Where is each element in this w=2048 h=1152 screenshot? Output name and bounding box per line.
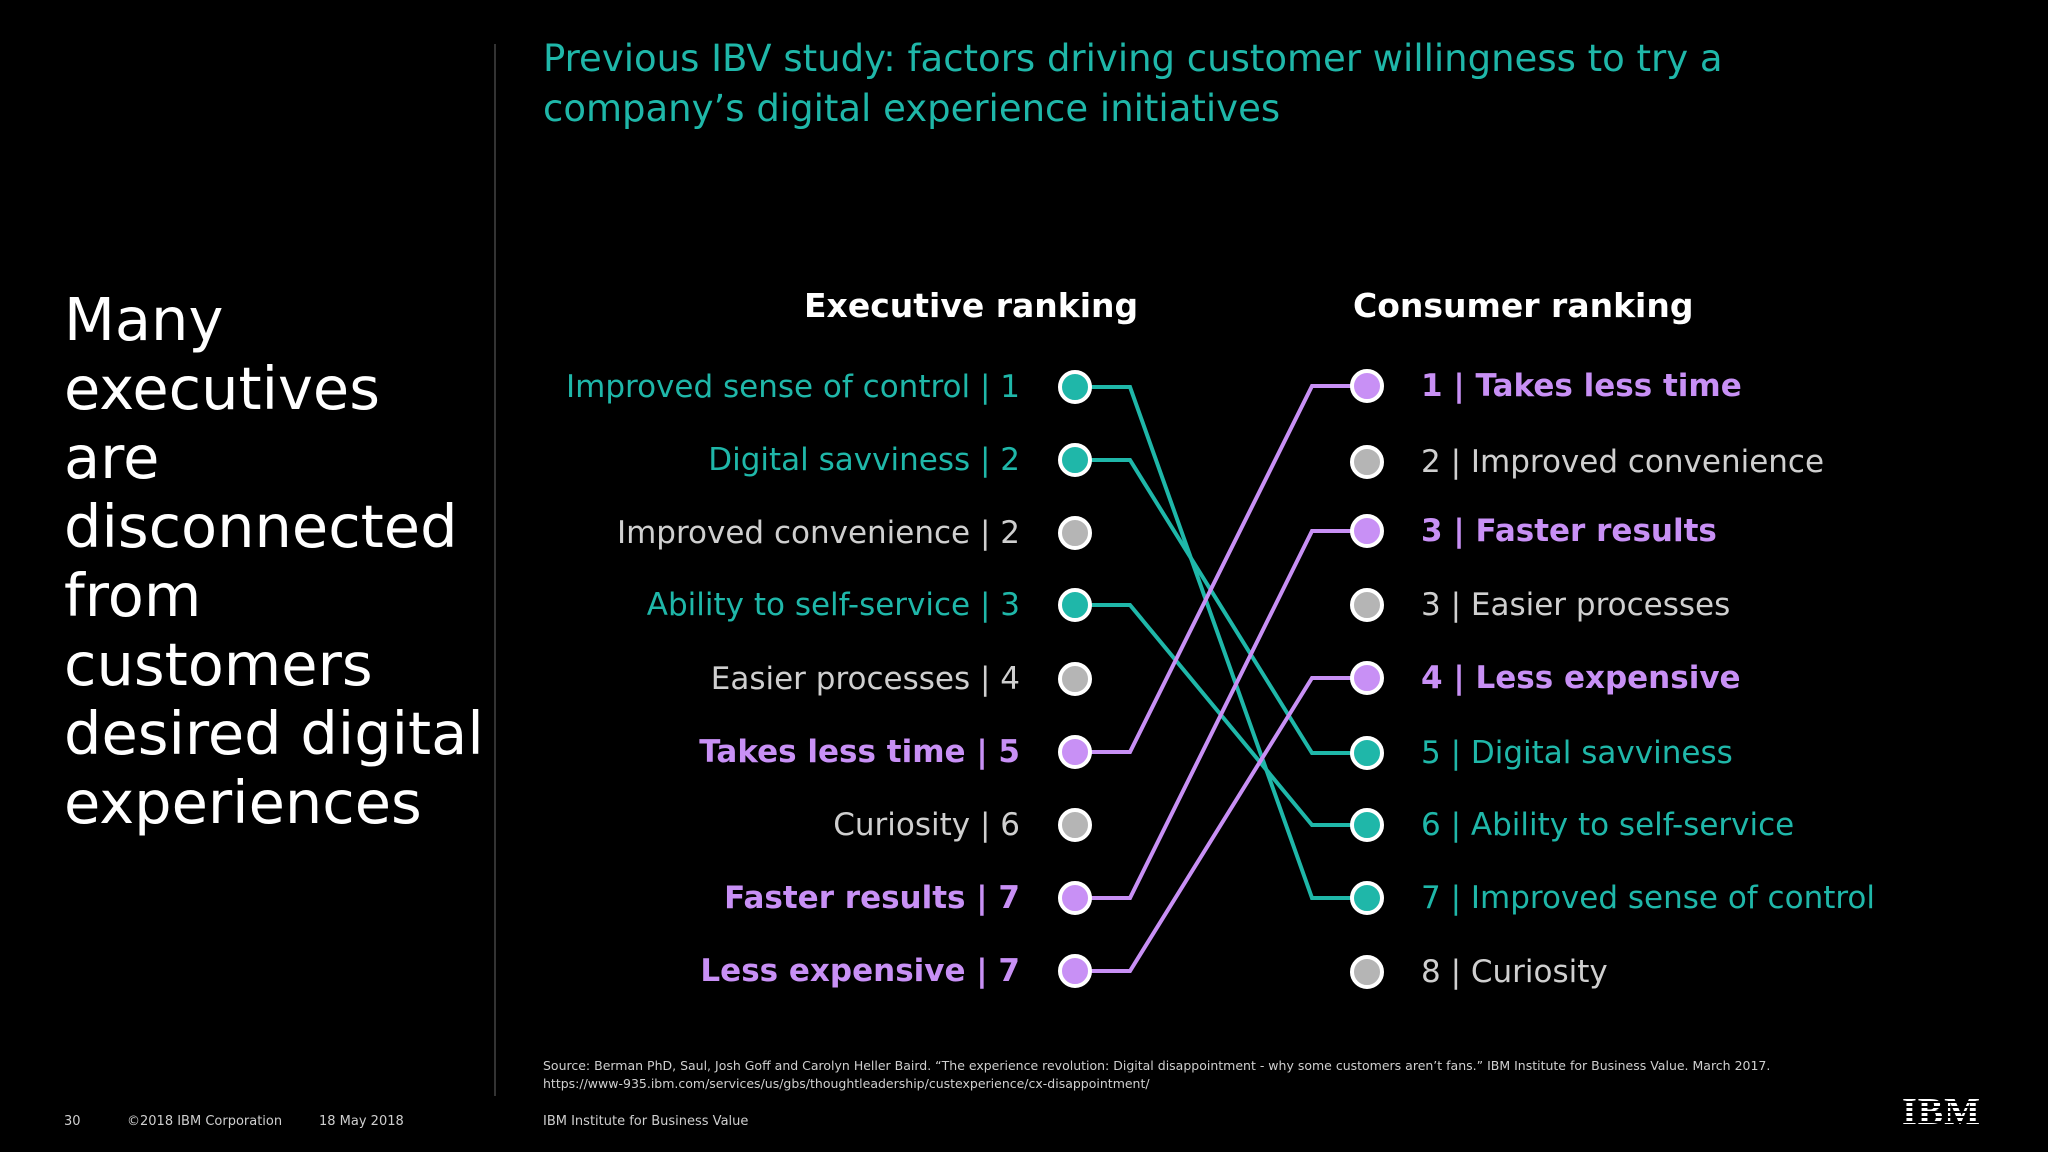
consumer-rank-dot [1350,588,1384,622]
executive-rank-dot [1058,370,1092,404]
date: 18 May 2018 [319,1114,404,1129]
consumer-rank-label: 6 | Ability to self-service [1421,807,1795,843]
consumer-rank-label: 3 | Faster results [1421,513,1717,549]
ibm-logo: IBM [1902,1091,1981,1133]
subtitle: Previous IBV study: factors driving cust… [543,37,1723,130]
consumer-rank-label: 3 | Easier processes [1421,587,1731,623]
executive-rank-dot [1058,588,1092,622]
executive-rank-label: Less expensive | 7 [700,953,1020,989]
consumer-rank-dot [1350,736,1384,770]
vertical-divider [494,44,496,1096]
connector-line [1075,384,1367,754]
consumer-rank-label: 7 | Improved sense of control [1421,880,1876,916]
executive-ranking-heading: Executive ranking [804,286,1139,325]
organization: IBM Institute for Business Value [543,1114,749,1129]
executive-rank-label: Digital savviness | 2 [708,442,1020,478]
consumer-rank-label: 1 | Takes less time [1421,368,1742,404]
executive-rank-label: Curiosity | 6 [833,807,1020,843]
executive-rank-label: Easier processes | 4 [710,661,1020,697]
connector-line [1075,529,1367,900]
connector-line [1075,676,1367,973]
connector-line [1075,458,1367,755]
executive-rank-dot [1058,881,1092,915]
consumer-rank-label: 2 | Improved convenience [1421,444,1825,480]
consumer-rank-dot [1350,808,1384,842]
executive-rank-dot [1058,954,1092,988]
executive-rank-label: Improved sense of control | 1 [565,369,1020,405]
executive-rank-label: Faster results | 7 [724,880,1020,916]
source-citation: Source: Berman PhD, Saul, Josh Goff and … [543,1058,1771,1091]
executive-rank-dot [1058,662,1092,696]
consumer-rank-label: 4 | Less expensive [1421,660,1741,696]
executive-rank-label: Takes less time | 5 [699,734,1020,770]
consumer-rank-label: 8 | Curiosity [1421,954,1608,990]
consumer-rank-dot [1350,955,1384,989]
executive-rank-label: Improved convenience | 2 [616,515,1020,551]
executive-rank-dot [1058,735,1092,769]
copyright: ©2018 IBM Corporation [127,1114,283,1129]
consumer-rank-dot [1350,661,1384,695]
consumer-rank-dot [1350,881,1384,915]
executive-rank-dot [1058,443,1092,477]
consumer-rank-label: 5 | Digital savviness [1421,735,1733,771]
connector-line [1075,385,1367,900]
executive-rank-dot [1058,808,1092,842]
consumer-rank-dot [1350,445,1384,479]
consumer-ranking-heading: Consumer ranking [1353,286,1694,325]
executive-rank-dot [1058,516,1092,550]
consumer-rank-dot [1350,514,1384,548]
executive-rank-label: Ability to self-service | 3 [646,587,1020,623]
headline: Many executives are disconnected from cu… [64,285,484,837]
page-number: 30 [64,1114,81,1129]
consumer-rank-dot [1350,369,1384,403]
